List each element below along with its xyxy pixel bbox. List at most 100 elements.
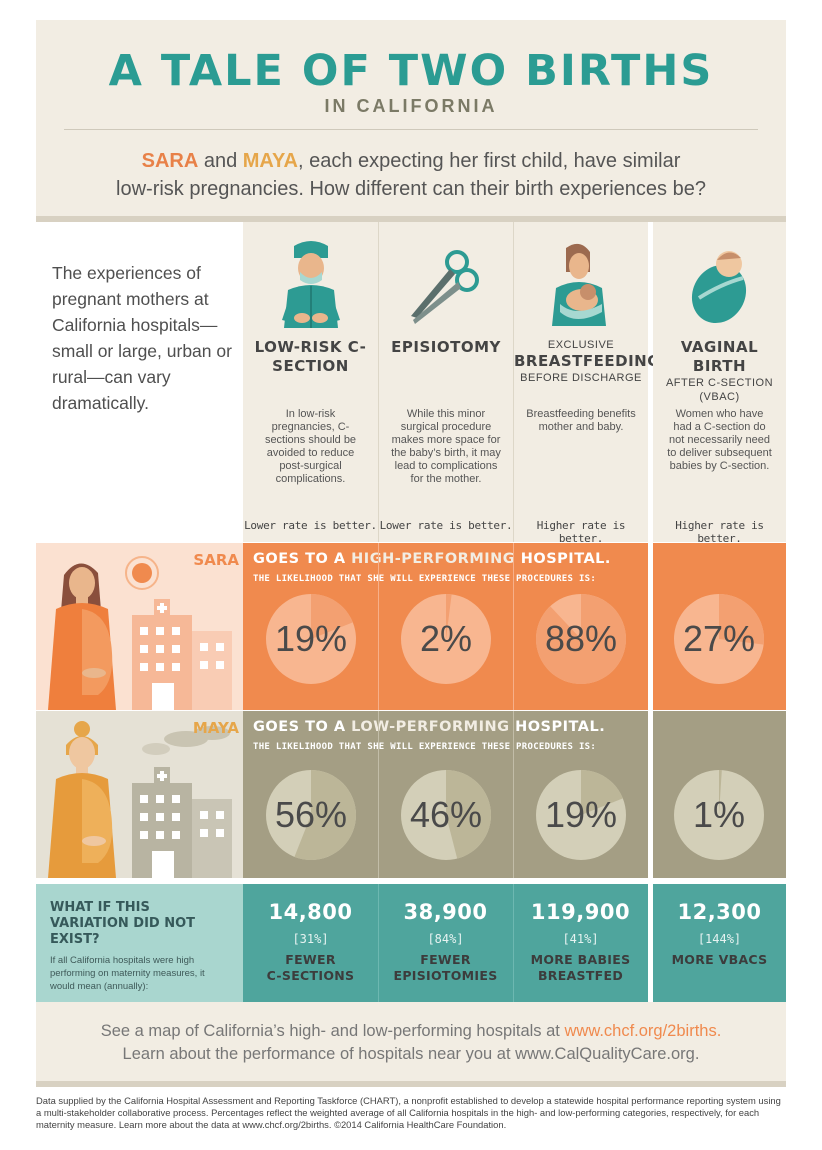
- sara-pie-episiotomy: 2%: [400, 593, 492, 685]
- maya-likelihood-label: THE LIKELIHOOD THAT SHE WILL EXPERIENCE …: [253, 742, 597, 752]
- measure-heading: LOW-RISK C-SECTION: [254, 338, 367, 375]
- measure-better: Lower rate is better.: [244, 519, 377, 532]
- pie-chart: [266, 594, 356, 684]
- variation-label: EPISIOTOMIES: [393, 968, 498, 983]
- pie-chart: [266, 770, 356, 860]
- measure-episiotomy: EPISIOTOMY While this minor surgical pro…: [379, 222, 513, 542]
- pie-chart: [674, 594, 764, 684]
- measure-better: Higher rate is better.: [536, 519, 626, 545]
- measure-vbac: VAGINAL BIRTH AFTER C-SECTION (VBAC) Wom…: [653, 222, 786, 545]
- column-divider: [378, 222, 379, 542]
- header-divider: [64, 129, 758, 130]
- pie-value: 19%: [544, 794, 618, 835]
- variation-percent: [84%]: [427, 932, 464, 946]
- variation-label: BREASTFED: [537, 968, 624, 983]
- maya-name: MAYA: [192, 719, 239, 737]
- experiences-text: The experiences of pregnant mothers at C…: [52, 263, 232, 413]
- variation-label: FEWER: [420, 952, 471, 967]
- page-title: A TALE OF TWO BIRTHS: [108, 46, 714, 96]
- pie-value: 2%: [419, 618, 473, 659]
- variation-label: MORE BABIES: [530, 952, 631, 967]
- header-panel: A TALE OF TWO BIRTHS IN CALIFORNIA SARA …: [36, 20, 786, 222]
- pie-chart: [401, 594, 491, 684]
- sara-pie-breastfeeding: 88%: [535, 593, 627, 685]
- variation-description: If all California hospitals were high pe…: [50, 955, 205, 992]
- measure-description: Women who have had a C-section do not ne…: [667, 408, 772, 472]
- variation-number: 14,800: [268, 900, 353, 924]
- intro-name-maya: MAYA: [242, 150, 298, 172]
- pie-chart: [401, 770, 491, 860]
- variation-percent: [31%]: [292, 932, 329, 946]
- pie-slice: [536, 594, 626, 684]
- variation-label: MORE VBACS: [671, 952, 768, 967]
- variation-vbac-band: 12,300 [144%] MORE VBACS: [653, 884, 786, 1002]
- variation-item: 14,800 [31%] FEWER C-SECTIONS: [243, 884, 378, 1002]
- sara-pie-vbac: 27%: [673, 593, 765, 685]
- measure-heading: BREASTFEEDING: [514, 352, 661, 370]
- column-divider: [513, 711, 514, 878]
- column-gap: [648, 543, 653, 710]
- maya-hospital-type: LOW-PERFORMING: [351, 719, 510, 735]
- variation-label: C-SECTIONS: [266, 968, 355, 983]
- maya-vbac-band: 1%: [653, 711, 786, 878]
- intro-and: and: [198, 150, 243, 172]
- pie-chart: [674, 770, 764, 860]
- header-bottom-bar: [36, 216, 786, 222]
- intro-name-sara: SARA: [141, 150, 199, 172]
- pie-value: 1%: [692, 794, 746, 835]
- footer-note: Data supplied by the California Hospital…: [36, 1095, 781, 1130]
- measure-post-label: BEFORE DISCHARGE: [520, 372, 642, 384]
- maya-pie-episiotomy: 46%: [400, 769, 492, 861]
- top-margin: [36, 0, 786, 20]
- column-divider: [513, 884, 514, 1002]
- variation-explainer: WHAT IF THIS VARIATION DID NOT EXIST? If…: [36, 884, 243, 1002]
- maya-scene: MAYA: [36, 711, 243, 878]
- pie-value: 88%: [544, 618, 618, 659]
- swaddled-baby-icon: [653, 238, 786, 338]
- sara-band: GOES TO A HIGH-PERFORMING HOSPITAL. THE …: [243, 543, 648, 710]
- maya-illustration: [48, 721, 232, 878]
- pie-slice: [294, 770, 356, 860]
- variation-item: 38,900 [84%] FEWER EPISIOTOMIES: [378, 884, 513, 1002]
- measures-section: The experiences of pregnant mothers at C…: [36, 222, 786, 545]
- maya-pie-vbac: 1%: [673, 769, 765, 861]
- pie-chart: [536, 770, 626, 860]
- pie-chart: [536, 594, 626, 684]
- intro-line1: , each expecting her first child, have s…: [297, 150, 681, 172]
- pie-value: 27%: [682, 618, 756, 659]
- pie-slice: [446, 770, 491, 859]
- variation-band: 14,800 [31%] FEWER C-SECTIONS 38,900 [84%…: [243, 884, 648, 1002]
- map-link-line: See a map of California’s high- and low-…: [100, 1022, 722, 1040]
- sara-likelihood-label: THE LIKELIHOOD THAT SHE WILL EXPERIENCE …: [253, 574, 597, 584]
- pie-value: 56%: [274, 794, 348, 835]
- variation-number: 12,300: [677, 900, 762, 924]
- measure-c-section: LOW-RISK C-SECTION In low-risk pregnanci…: [243, 222, 378, 542]
- measure-post-label: AFTER C-SECTION (VBAC): [665, 377, 774, 403]
- calqualitycare-line: Learn about the performance of hospitals…: [122, 1045, 700, 1063]
- column-divider: [378, 543, 379, 710]
- intro-text: SARA and MAYA, each expecting her first …: [36, 147, 786, 203]
- page-subtitle: IN CALIFORNIA: [324, 96, 498, 116]
- maya-hospital-heading: GOES TO A LOW-PERFORMING HOSPITAL.: [253, 719, 606, 735]
- sara-pie-c-section: 19%: [265, 593, 357, 685]
- links-section: See a map of California’s high- and low-…: [36, 1002, 786, 1087]
- pie-slice: [719, 770, 722, 815]
- measure-description: In low-risk pregnancies, C-sections shou…: [264, 408, 357, 485]
- scissors-icon: [379, 238, 513, 338]
- sara-name: SARA: [193, 551, 239, 569]
- column-gap: [648, 711, 653, 878]
- sara-scene: SARA: [36, 543, 243, 710]
- column-divider: [378, 884, 379, 1002]
- measure-breastfeeding: EXCLUSIVE BREASTFEEDING BEFORE DISCHARGE…: [514, 222, 661, 545]
- surgeon-icon: [243, 238, 378, 338]
- pie-slice: [311, 594, 353, 639]
- variation-number: 38,900: [403, 900, 488, 924]
- sara-vbac-band: 27%: [653, 543, 786, 710]
- chcf-link[interactable]: www.chcf.org/2births.: [564, 1022, 722, 1040]
- pie-slice: [581, 770, 623, 815]
- sara-hospital-heading: GOES TO A HIGH-PERFORMING HOSPITAL.: [253, 551, 611, 567]
- column-divider: [513, 222, 514, 542]
- variation-percent: [41%]: [562, 932, 599, 946]
- pie-slice: [446, 594, 452, 639]
- intro-line2: low-risk pregnancies. How different can …: [116, 178, 706, 200]
